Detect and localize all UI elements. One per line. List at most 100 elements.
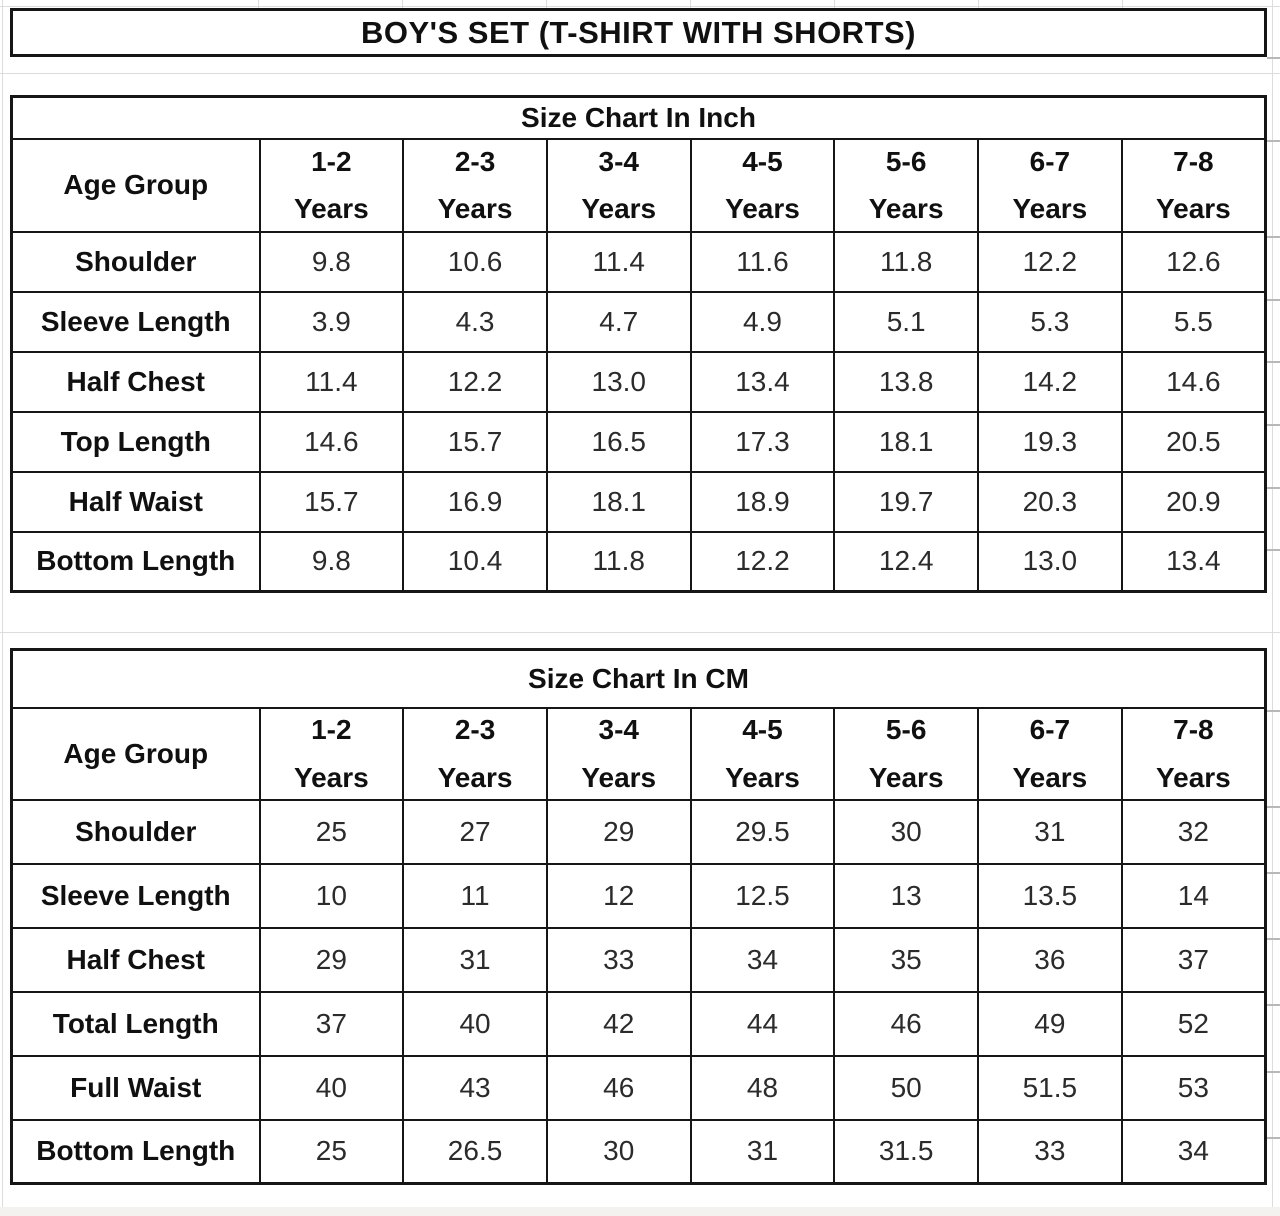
age-column-header: 3-4 Years bbox=[545, 706, 692, 801]
table-title: Size Chart In CM bbox=[10, 648, 1267, 709]
measurement-value: 13.5 bbox=[977, 862, 1123, 929]
measurement-value: 11 bbox=[402, 862, 548, 929]
measurement-label: Sleeve Length bbox=[10, 862, 261, 929]
measurement-value: 31.5 bbox=[833, 1118, 980, 1185]
measurement-value: 12.2 bbox=[689, 530, 836, 593]
measurement-label: Shoulder bbox=[10, 230, 261, 293]
sheet-bottom-margin bbox=[0, 1207, 1280, 1216]
measurement-value: 16.5 bbox=[545, 410, 692, 473]
measurement-value: 18.9 bbox=[689, 470, 836, 533]
measurement-value: 13.4 bbox=[689, 350, 836, 413]
table-title: Size Chart In Inch bbox=[10, 95, 1267, 140]
measurement-label: Bottom Length bbox=[10, 530, 261, 593]
measurement-row: Half Chest 29 31 33 34 35 36 37 bbox=[10, 926, 1267, 993]
measurement-value: 20.9 bbox=[1120, 470, 1267, 533]
measurement-value: 14 bbox=[1120, 862, 1267, 929]
age-column-header: 5-6 Years bbox=[833, 137, 980, 233]
age-range: 4-5 bbox=[742, 714, 783, 746]
measurement-label: Sleeve Length bbox=[10, 290, 261, 353]
measurement-value: 25 bbox=[258, 798, 405, 865]
age-range: 1-2 bbox=[311, 145, 352, 177]
age-range: 5-6 bbox=[885, 714, 927, 746]
measurement-value: 29 bbox=[545, 798, 692, 865]
spreadsheet-gridline bbox=[1267, 1004, 1280, 1006]
measurement-value: 48 bbox=[689, 1054, 836, 1121]
measurement-row: Total Length 37 40 42 44 46 49 52 bbox=[10, 990, 1267, 1057]
measurement-value: 31 bbox=[977, 798, 1123, 865]
page-title-text: BOY'S SET (T-SHIRT WITH SHORTS) bbox=[360, 14, 917, 50]
spreadsheet-gridline bbox=[2, 0, 3, 1216]
measurement-label: Top Length bbox=[10, 410, 261, 473]
spreadsheet-gridline bbox=[1267, 549, 1280, 551]
measurement-value: 12.2 bbox=[402, 350, 548, 413]
measurement-value: 14.2 bbox=[977, 350, 1123, 413]
measurement-row: Half Chest 11.4 12.2 13.0 13.4 13.8 14.2 14.6 bbox=[10, 350, 1267, 413]
age-range: 2-3 bbox=[454, 714, 496, 746]
measurement-value: 26.5 bbox=[402, 1118, 548, 1185]
measurement-value: 33 bbox=[545, 926, 692, 993]
age-years-label: Years bbox=[1012, 193, 1088, 224]
measurement-value: 20.3 bbox=[977, 470, 1123, 533]
measurement-value: 10.6 bbox=[402, 230, 548, 293]
age-years-label: Years bbox=[1155, 761, 1231, 793]
measurement-value: 13.0 bbox=[545, 350, 692, 413]
age-column-header: 4-5 Years bbox=[689, 137, 836, 233]
measurement-value: 12.2 bbox=[977, 230, 1123, 293]
measurement-label: Full Waist bbox=[10, 1054, 261, 1121]
measurement-value: 5.1 bbox=[833, 290, 980, 353]
spreadsheet-gridline bbox=[1267, 1137, 1280, 1139]
age-column-header: 3-4 Years bbox=[545, 137, 692, 233]
measurement-value: 5.5 bbox=[1120, 290, 1267, 353]
age-years-label: Years bbox=[868, 193, 944, 224]
measurement-value: 13.4 bbox=[1120, 530, 1267, 593]
age-range: 1-2 bbox=[311, 714, 352, 746]
age-column-header: 7-8 Years bbox=[1120, 706, 1267, 801]
measurement-value: 25 bbox=[258, 1118, 405, 1185]
measurement-row: Top Length 14.6 15.7 16.5 17.3 18.1 19.3 20.5 bbox=[10, 410, 1267, 473]
measurement-value: 17.3 bbox=[689, 410, 836, 473]
measurement-row: Shoulder 9.8 10.6 11.4 11.6 11.8 12.2 12.6 bbox=[10, 230, 1267, 293]
spreadsheet-gridline bbox=[258, 0, 259, 9]
measurement-value: 12.6 bbox=[1120, 230, 1267, 293]
measurement-row: Half Waist 15.7 16.9 18.1 18.9 19.7 20.3 20.9 bbox=[10, 470, 1267, 533]
spreadsheet-gridline bbox=[1267, 710, 1280, 712]
measurement-row: Sleeve Length 3.9 4.3 4.7 4.9 5.1 5.3 5.5 bbox=[10, 290, 1267, 353]
measurement-value: 36 bbox=[977, 926, 1123, 993]
measurement-value: 33 bbox=[977, 1118, 1123, 1185]
measurement-row: Full Waist 40 43 46 48 50 51.5 53 bbox=[10, 1054, 1267, 1121]
age-years-label: Years bbox=[581, 193, 657, 224]
measurement-label: Bottom Length bbox=[10, 1118, 261, 1185]
spreadsheet-gridline bbox=[402, 0, 403, 9]
measurement-value: 14.6 bbox=[1120, 350, 1267, 413]
measurement-value: 12.5 bbox=[689, 862, 836, 929]
age-range: 6-7 bbox=[1029, 145, 1071, 177]
measurement-value: 10 bbox=[258, 862, 405, 929]
age-range: 4-5 bbox=[742, 145, 783, 177]
spreadsheet-gridline bbox=[1267, 487, 1280, 489]
spreadsheet-gridline bbox=[1267, 872, 1280, 874]
spreadsheet-gridline bbox=[1267, 140, 1280, 142]
measurement-value: 15.7 bbox=[402, 410, 548, 473]
age-years-label: Years bbox=[725, 193, 800, 224]
measurement-value: 32 bbox=[1120, 798, 1267, 865]
measurement-value: 9.8 bbox=[258, 530, 405, 593]
measurement-value: 4.3 bbox=[402, 290, 548, 353]
measurement-value: 35 bbox=[833, 926, 980, 993]
measurement-value: 40 bbox=[402, 990, 548, 1057]
age-range: 3-4 bbox=[598, 145, 639, 177]
measurement-value: 42 bbox=[545, 990, 692, 1057]
measurement-value: 11.6 bbox=[689, 230, 836, 293]
age-years-label: Years bbox=[1155, 193, 1231, 224]
age-range: 3-4 bbox=[598, 714, 639, 746]
age-range: 6-7 bbox=[1029, 714, 1071, 746]
measurement-label: Shoulder bbox=[10, 798, 261, 865]
spreadsheet-gridline bbox=[0, 6, 1280, 7]
table-title-row: Size Chart In CM bbox=[10, 648, 1267, 709]
spreadsheet-gridline bbox=[834, 0, 835, 9]
age-column-header: 5-6 Years bbox=[833, 706, 980, 801]
measurement-row: Bottom Length 25 26.5 30 31 31.5 33 34 bbox=[10, 1118, 1267, 1185]
size-chart-inch-table: Size Chart In Inch Age Group 1-2 Years 2-3 Ye… bbox=[10, 95, 1267, 593]
measurement-value: 20.5 bbox=[1120, 410, 1267, 473]
measurement-value: 15.7 bbox=[258, 470, 405, 533]
measurement-value: 11.8 bbox=[833, 230, 980, 293]
